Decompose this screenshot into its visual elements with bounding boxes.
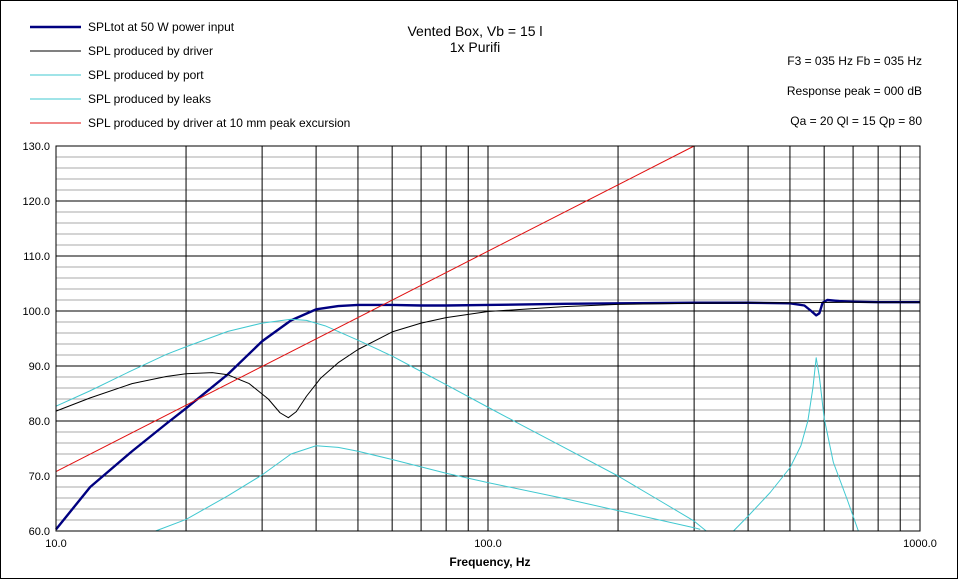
y-tick-label: 60.0 (29, 526, 50, 538)
y-tick-label: 80.0 (29, 416, 50, 428)
series-line-3 (55, 318, 707, 532)
series-lines (55, 145, 921, 532)
chart-subtitle: 1x Purifi (450, 39, 501, 55)
legend-label: SPL produced by driver at 10 mm peak exc… (88, 116, 350, 130)
series-line-4 (155, 445, 701, 532)
major-gridlines (55, 145, 920, 532)
y-axis-tick-labels: 60.0 70.0 80.0 90.0 100.0 110.0 120.0 130.0 (22, 141, 50, 538)
annotation-text: Response peak = 000 dB (787, 84, 922, 98)
annotation-text: Qa = 20 Ql = 15 Qp = 80 (790, 114, 922, 128)
x-tick-label: 1000.0 (903, 538, 937, 550)
y-tick-label: 100.0 (22, 306, 50, 318)
y-tick-label: 110.0 (23, 251, 50, 263)
series-line-7 (55, 145, 695, 473)
chart-title-block: Vented Box, Vb = 15 l 1x Purifi (407, 23, 542, 55)
legend-label: SPLtot at 50 W power input (88, 20, 235, 34)
y-tick-label: 120.0 (22, 196, 50, 208)
y-tick-label: 130.0 (22, 141, 50, 153)
legend-label: SPL produced by port (88, 68, 204, 82)
annotations: F3 = 035 Hz Fb = 035 Hz Response peak = 0… (787, 54, 922, 128)
legend: SPLtot at 50 W power input SPL produced b… (30, 20, 350, 130)
legend-label: SPL produced by leaks (88, 92, 211, 106)
x-tick-label: 100.0 (474, 538, 502, 550)
x-tick-label: 10.0 (45, 538, 66, 550)
y-tick-label: 70.0 (29, 471, 50, 483)
legend-label: SPL produced by driver (88, 44, 213, 58)
x-axis-title: Frequency, Hz (449, 555, 530, 569)
plot-border (55, 145, 921, 532)
x-axis-tick-labels: 10.0 100.0 1000.0 (45, 538, 937, 550)
chart-title: Vented Box, Vb = 15 l (407, 23, 542, 39)
y-tick-label: 90.0 (29, 361, 50, 373)
annotation-text: F3 = 035 Hz Fb = 035 Hz (787, 54, 922, 68)
series-line-2 (55, 301, 920, 419)
series-line-5 (733, 357, 859, 532)
